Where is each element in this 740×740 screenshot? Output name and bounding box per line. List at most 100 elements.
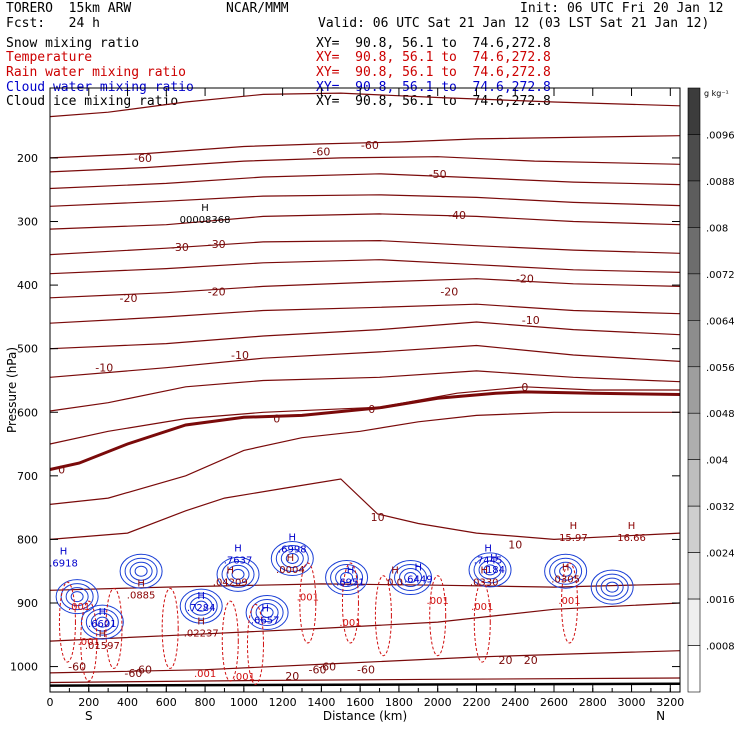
x-tick-label: 2400 <box>501 696 529 709</box>
field-temperature-xy: XY= 90.8, 56.1 to 74.6,272.8 <box>316 50 551 65</box>
colorbar-segment <box>687 412 701 460</box>
field-snow: Snow mixing ratio <box>6 36 140 51</box>
temperature-label: -60 <box>124 667 142 680</box>
forecast-hour: Fcst: 24 h <box>6 16 100 31</box>
cloud-water-contour <box>95 616 109 628</box>
colorbar-segment <box>687 87 701 135</box>
cloud-water-contour <box>260 607 274 619</box>
field-cloud-ice: Cloud ice mixing ratio <box>6 94 179 109</box>
temperature-label: 20 <box>285 670 299 683</box>
north-label: N <box>656 709 665 723</box>
cloud-water-contour <box>255 603 279 623</box>
cloud-water-contour <box>90 612 114 632</box>
isotherm <box>49 194 681 207</box>
colorbar-tick-label: .0064 <box>706 316 735 327</box>
cloud-water-contour <box>554 561 578 581</box>
isotherm <box>49 650 681 674</box>
cloud-water-contour <box>389 560 433 596</box>
cloud-water-contour <box>270 540 314 576</box>
cloud-water-contour <box>559 565 573 577</box>
colorbar-tick-label: .0048 <box>706 409 735 420</box>
extremum-marker: H <box>570 521 578 532</box>
cloud-water-contour <box>245 595 289 631</box>
cloud-water-contour <box>60 583 94 611</box>
rain-label: .001 <box>558 596 580 607</box>
temperature-label: -10 <box>522 314 540 327</box>
rain-label: .001 <box>471 602 493 613</box>
cloud-water-contour <box>85 608 119 636</box>
extremum-value: .01597 <box>85 641 120 652</box>
cloud-water-contour <box>590 569 634 605</box>
temperature-label: -60 <box>309 664 327 677</box>
x-tick-label: 2000 <box>424 696 452 709</box>
extremum-value: .0885 <box>127 590 156 601</box>
cloud-water-contour <box>65 587 89 607</box>
colorbar-tick-label: .0088 <box>706 177 735 188</box>
extremum-marker: H <box>562 562 570 573</box>
y-tick-label: 300 <box>17 216 38 229</box>
temperature-label: -40 <box>448 209 466 222</box>
rain-contour <box>374 575 392 657</box>
zero-degree-isotherm <box>49 390 681 471</box>
contour-labels: -60 -60 -60-60 -60-60-60 -60 -60-50-40-30 -30-… <box>49 139 646 683</box>
rain-label: .001 <box>339 618 361 629</box>
temperature-label: -10 <box>95 362 113 375</box>
extremum-value: .6918 <box>49 558 78 569</box>
x-tick-label: 2200 <box>462 696 490 709</box>
rain-contour <box>341 562 359 644</box>
cloud-contours <box>55 540 634 685</box>
cloud-water-contour <box>179 588 223 624</box>
colorbar-segment <box>687 645 701 693</box>
cloud-water-contour <box>221 560 255 588</box>
temperature-label: -50 <box>429 168 447 181</box>
rain-contour <box>299 562 317 644</box>
field-rain-xy: XY= 90.8, 56.1 to 74.6,272.8 <box>316 65 551 80</box>
extremum-marker: H <box>60 546 68 557</box>
extremum-value: .6657 <box>251 616 280 627</box>
extremum-marker: H <box>289 532 297 543</box>
field-snow-xy: XY= 90.8, 56.1 to 74.6,272.8 <box>316 36 551 51</box>
cloud-water-contour <box>216 556 260 592</box>
cloud-water-contour <box>189 596 213 616</box>
rain-label: .001 <box>194 669 216 680</box>
isotherm <box>49 411 680 505</box>
rain-contour <box>561 562 579 644</box>
y-tick-label: 500 <box>17 343 38 356</box>
rain-label: .001 <box>233 672 255 683</box>
x-tick-label: 400 <box>117 696 138 709</box>
cloud-water-contour <box>325 560 369 596</box>
x-tick-label: 3200 <box>656 696 684 709</box>
temperature-label: 20 <box>524 654 538 667</box>
temperature-label: -20 <box>440 285 458 298</box>
model-title: TORERO 15km ARW <box>6 1 132 16</box>
cloud-water-contour <box>473 556 507 584</box>
y-axis-label: Pressure (hPa) <box>5 347 19 433</box>
extremum-value: .7637 <box>224 555 253 566</box>
cloud-water-contour <box>134 565 148 577</box>
temperature-label: 10 <box>508 538 522 551</box>
extremum-marker: H <box>347 566 355 577</box>
cloud-water-contour <box>280 548 304 568</box>
isotherm <box>49 92 681 118</box>
center-label: NCAR/MMM <box>226 1 289 16</box>
rain-contour <box>473 581 491 663</box>
rain-contour <box>246 603 264 685</box>
temperature-label: -60 <box>312 146 330 159</box>
temperature-label: -30 <box>171 241 189 254</box>
colorbar-segment <box>687 134 701 182</box>
temperature-label: 0 <box>368 403 375 416</box>
isotherm <box>49 259 681 275</box>
temperature-label: -60 <box>357 664 375 677</box>
isotherm <box>49 213 681 230</box>
cloud-water-contour <box>544 553 588 589</box>
rain-label: .001 <box>78 637 100 648</box>
isotherm <box>49 278 681 299</box>
isotherm <box>49 478 681 541</box>
extremum-value: 15.97 <box>559 533 588 544</box>
colorbar-segment <box>687 366 701 414</box>
colorbar-tick-label: .0016 <box>706 595 735 606</box>
cloud-water-contour <box>124 557 158 585</box>
extremum-value: .6998 <box>278 544 307 555</box>
rain-contour <box>80 600 98 682</box>
valid-time: Valid: 06 UTC Sat 21 Jan 12 (03 LST Sat … <box>318 16 710 31</box>
